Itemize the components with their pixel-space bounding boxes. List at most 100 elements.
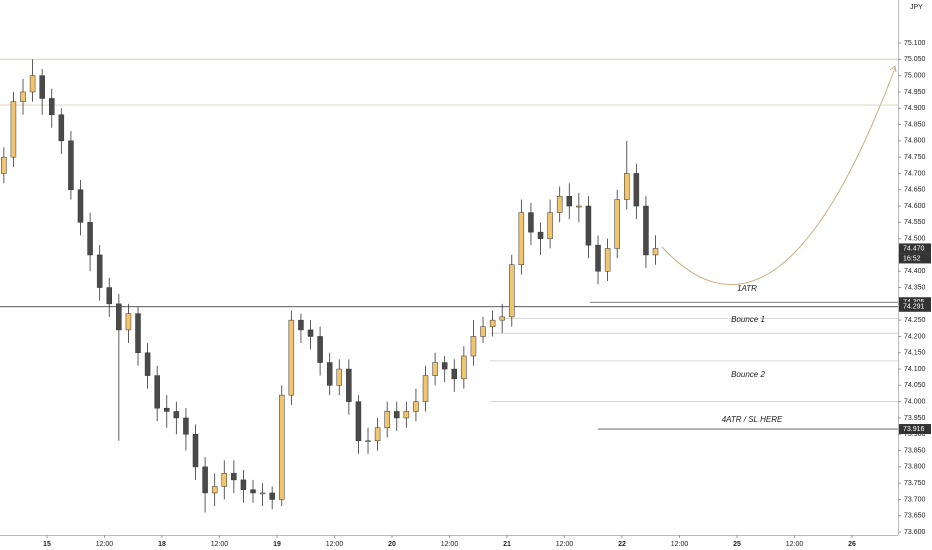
y-tick-label: 74.900 [904,105,926,112]
candle-body [135,313,141,354]
candle-body [394,411,400,419]
candle-body [355,401,362,442]
candle-body [77,189,84,223]
candle-body [221,473,228,487]
y-tick-label: 74.650 [904,187,926,194]
candle-body [413,401,419,412]
candle-body [576,205,582,208]
y-tick-label: 74.150 [904,350,926,357]
x-tick-label: 19 [273,541,281,548]
candle-body [1,156,7,174]
annotation: Bounce 2 [731,370,765,379]
x-tick-label: 12:00 [671,541,689,548]
y-tick-label: 75.050 [904,56,926,63]
candle-body [509,264,515,318]
y-tick-label: 73.800 [904,464,926,471]
y-tick-label: 74.750 [904,154,926,161]
candle-body [202,466,208,494]
x-tick-label: 12:00 [556,541,574,548]
candle-body [346,368,352,402]
candle-body [96,254,103,288]
candle-body [403,411,410,419]
y-tick-label: 73.750 [904,480,926,487]
candle-body [585,205,592,246]
y-tick-label: 75.100 [904,40,926,47]
candle-body [633,173,640,207]
candle-body [499,316,505,321]
x-tick-label: 20 [388,541,396,548]
x-tick-label: 12:00 [786,541,804,548]
x-tick-label: 21 [503,541,511,548]
price-badge-label: 74.470 [903,245,925,252]
candle-body [422,375,429,402]
y-tick-label: 74.400 [904,268,926,275]
candle-body [279,394,285,500]
y-tick-label: 73.650 [904,513,926,520]
candle-body [39,75,45,99]
candle-body [58,114,65,142]
price-badge [899,301,931,312]
price-badge-label: 73.916 [903,426,925,433]
candle-body [556,196,563,213]
y-tick-label: 74.350 [904,284,926,291]
y-tick-label: 74.550 [904,219,926,226]
candle-body [326,362,333,386]
y-tick-label: 74.850 [904,121,926,128]
candle-body [250,489,256,494]
y-tick-label: 74.950 [904,89,926,96]
x-tick-label: 26 [848,541,856,548]
candle-body [116,303,122,331]
y-tick-label: 74.500 [904,235,926,242]
y-tick-label: 74.800 [904,138,926,145]
price-badge-label: 74.291 [903,304,925,311]
candle-body [480,326,486,337]
annotation: 4ATR / SL HERE [722,415,783,424]
x-tick-label: 25 [733,541,741,548]
countdown-label: 16:52 [903,255,921,262]
candle-body [595,244,601,272]
candle-body [336,368,343,386]
y-tick-label: 73.850 [904,447,926,454]
candle-body [317,336,323,363]
y-tick-label: 74.200 [904,333,926,340]
y-tick-label: 74.600 [904,203,926,210]
candle-body [20,91,26,102]
y-tick-label: 73.950 [904,415,926,422]
candle-body [614,199,620,249]
candle-body [192,434,199,468]
currency-label: JPY [910,4,923,11]
candle-body [211,486,218,494]
candle-body [652,248,659,256]
candle-body [489,319,496,327]
x-tick-label: 12:00 [211,541,229,548]
annotation: 1ATR [737,284,757,293]
candle-body [432,362,438,376]
x-tick-label: 15 [43,541,51,548]
projection-arrowhead [889,65,897,73]
candle-body [537,231,544,239]
x-tick-label: 12:00 [441,541,459,548]
projection-curve [661,67,896,286]
candle-body [154,375,160,409]
candle-body [374,427,381,442]
price-badge [899,424,931,435]
candle-body [240,479,247,490]
countdown-badge [899,253,931,264]
candle-body [87,222,93,256]
candle-body [106,287,113,305]
candle-body [441,362,448,370]
candle-body [461,355,467,380]
y-tick-label: 74.050 [904,382,926,389]
candle-body [49,98,55,116]
candle-body [288,319,295,396]
candle-body [528,212,534,233]
y-tick-label: 74.250 [904,317,926,324]
candle-body [68,140,74,190]
y-tick-label: 73.600 [904,529,926,536]
candle-body [231,473,237,481]
annotation: Bounce 1 [731,315,765,324]
candle-body [384,411,390,428]
price-badge [899,243,931,254]
